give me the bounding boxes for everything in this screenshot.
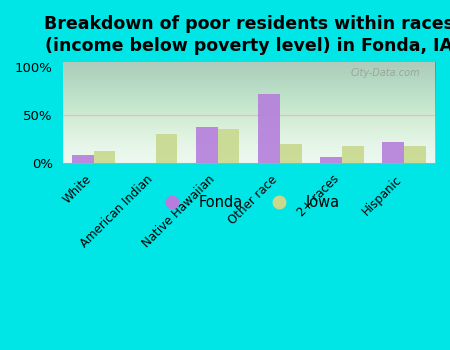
- Bar: [382, 142, 404, 163]
- Bar: [94, 150, 115, 163]
- Title: Breakdown of poor residents within races
(income below poverty level) in Fonda, : Breakdown of poor residents within races…: [44, 15, 450, 55]
- Bar: [156, 134, 177, 163]
- Bar: [196, 127, 218, 163]
- Bar: [258, 94, 280, 163]
- Bar: [218, 130, 239, 163]
- Bar: [280, 144, 302, 163]
- Bar: [342, 146, 364, 163]
- Bar: [72, 155, 94, 163]
- Bar: [320, 158, 342, 163]
- Bar: [404, 146, 426, 163]
- Legend: Fonda, Iowa: Fonda, Iowa: [152, 190, 346, 216]
- Text: City-Data.com: City-Data.com: [351, 68, 420, 78]
